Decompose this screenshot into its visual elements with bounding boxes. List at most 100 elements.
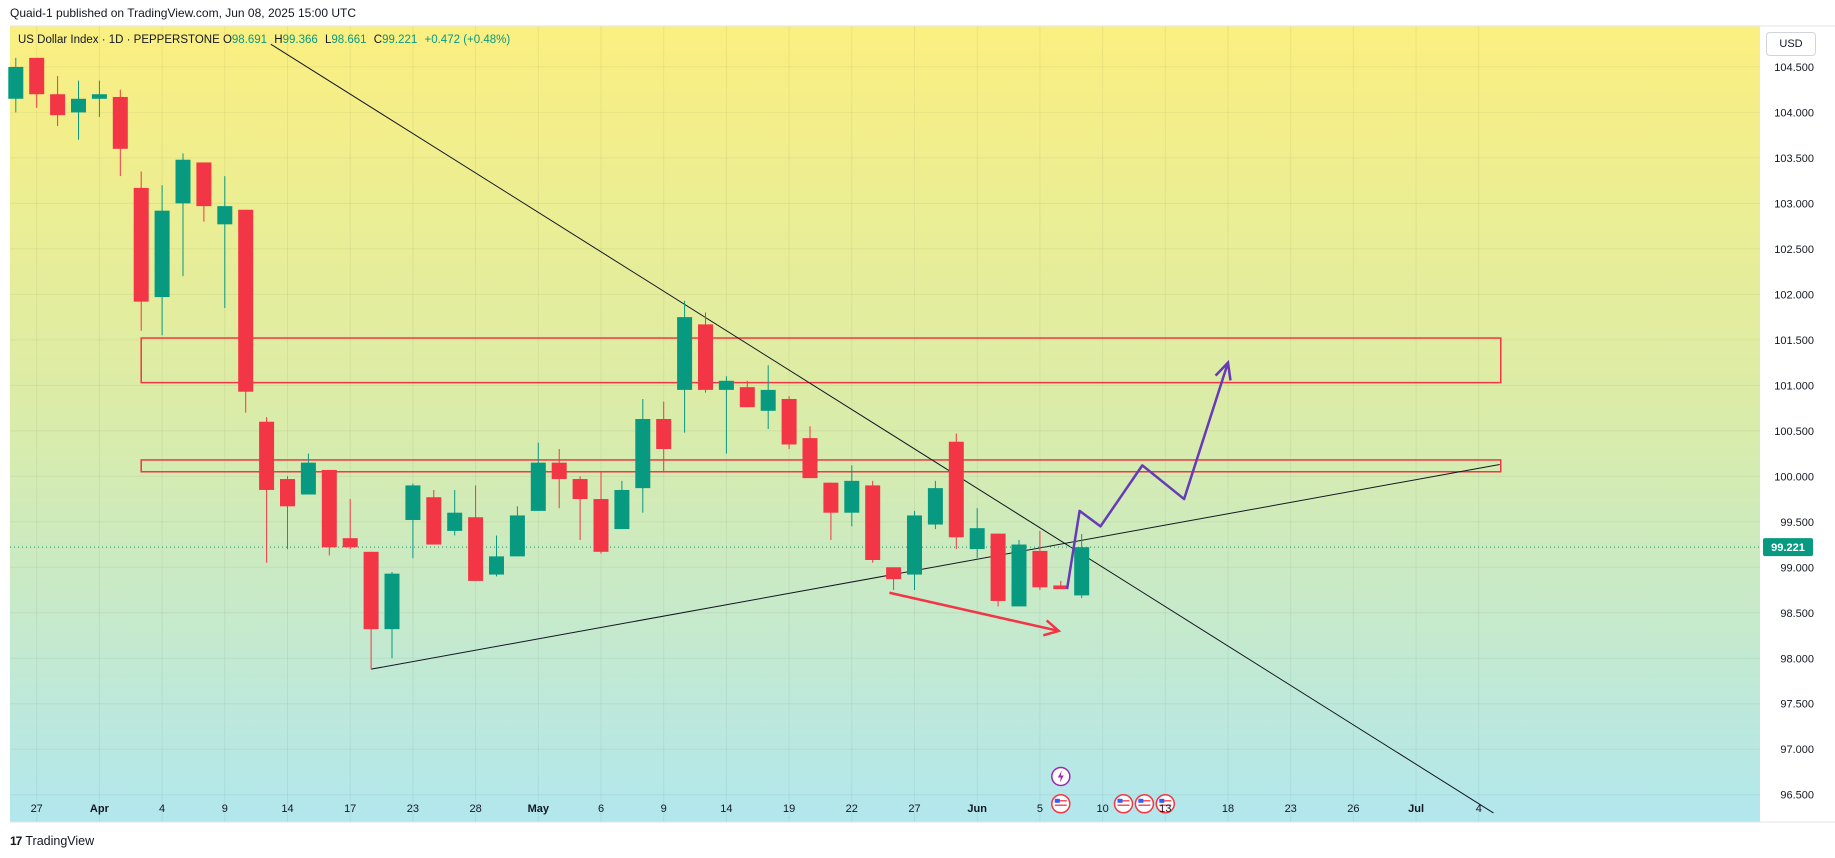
us-flag-icon[interactable] <box>1113 794 1134 814</box>
candle-body <box>489 556 504 575</box>
high-value: 99.366 <box>282 34 318 46</box>
candle-body <box>29 57 45 95</box>
candle <box>342 499 358 550</box>
open-label: O <box>222 34 232 46</box>
time-tick-label: 4 <box>159 803 165 815</box>
candle <box>927 480 943 530</box>
flag-icon-canton <box>1054 798 1060 803</box>
candle-body <box>718 380 734 390</box>
price-tick-label: 98.500 <box>1780 608 1814 620</box>
last-price-tag: 99.221 <box>1763 538 1813 557</box>
candle <box>238 209 254 413</box>
high-label: H <box>274 34 283 46</box>
candle-body <box>300 462 316 495</box>
time-tick-label: 5 <box>1037 803 1043 815</box>
price-axis[interactable]: 104.500 104.000 103.500 103.000 102.500 102.0… <box>1763 62 1814 802</box>
price-tick-label: 97.000 <box>1780 744 1814 756</box>
candle <box>614 480 630 530</box>
event-markers[interactable] <box>1051 766 1176 814</box>
us-flag-icon[interactable] <box>1134 794 1155 814</box>
symbol-header[interactable]: US Dollar Index · 1D · PEPPERSTONE O98.6… <box>18 34 514 46</box>
candle <box>760 365 776 430</box>
time-tick-label: 23 <box>1285 803 1297 815</box>
red-arrow-head <box>1042 619 1062 637</box>
price-tick-label: 102.000 <box>1774 289 1814 301</box>
grid-lines <box>10 26 1760 822</box>
flag-icon-canton <box>1159 798 1165 803</box>
last-price-tag-box <box>1763 538 1813 557</box>
close-value: 99.221 <box>382 34 418 46</box>
price-tick-label: 103.000 <box>1774 198 1814 210</box>
candle-body <box>593 499 609 552</box>
candle-body <box>133 187 149 302</box>
candle <box>29 57 45 108</box>
candle-body <box>217 206 233 225</box>
candle-body <box>614 489 630 530</box>
candle-body <box>259 421 275 490</box>
symbol-name[interactable]: US Dollar Index · 1D · PEPPERSTONE <box>18 34 220 46</box>
candle <box>196 162 212 222</box>
candle <box>50 76 66 127</box>
candle <box>112 89 128 177</box>
candle-body <box>969 528 985 550</box>
candle-body <box>990 533 1006 601</box>
candle <box>321 469 337 556</box>
candle <box>8 57 24 113</box>
time-tick-label: 28 <box>469 803 481 815</box>
us-flag-icon[interactable] <box>1051 794 1071 814</box>
price-tick-label: 100.500 <box>1774 426 1814 438</box>
price-tick-label: 99.000 <box>1780 562 1814 574</box>
candle-body <box>677 317 693 390</box>
last-price-tag-label: 99.221 <box>1771 542 1805 554</box>
price-tick-label: 104.500 <box>1774 62 1814 74</box>
candle-body <box>175 159 191 204</box>
price-tick-label: 102.500 <box>1774 244 1814 256</box>
time-tick-label: Apr <box>90 803 110 815</box>
time-tick-label: 14 <box>281 803 293 815</box>
candle-body <box>405 485 421 520</box>
candle <box>865 480 881 563</box>
flag-icon-canton <box>1117 798 1123 803</box>
price-tick-label: 101.000 <box>1774 380 1814 392</box>
trend-lines <box>270 43 1500 814</box>
candle <box>823 482 839 540</box>
candle-body <box>363 551 379 630</box>
candle-body <box>907 515 922 575</box>
candle-body <box>948 441 964 538</box>
candle-body <box>91 94 107 99</box>
candle-body <box>154 210 170 298</box>
candle <box>656 401 672 472</box>
time-tick-label: 4 <box>1476 803 1482 815</box>
resistance-zone <box>140 459 1502 473</box>
flag-icon-circle <box>1113 794 1134 814</box>
candle-body <box>447 512 463 531</box>
candle <box>259 417 275 563</box>
time-tick-label: 19 <box>783 803 795 815</box>
lightning-icon[interactable] <box>1051 766 1071 787</box>
chart-background <box>10 26 1760 822</box>
time-tick-label: 27 <box>31 803 43 815</box>
tradingview-brand: TradingView <box>25 834 95 848</box>
candle-body <box>886 567 902 580</box>
tradingview-footer[interactable]: 17 TradingView <box>10 834 94 848</box>
candle-body <box>71 98 86 113</box>
candle-body <box>635 418 651 489</box>
candle <box>718 376 734 454</box>
currency-button[interactable]: USD <box>1766 32 1816 56</box>
candle <box>781 396 797 450</box>
candle-body <box>468 517 484 581</box>
us-flag-icon[interactable] <box>1155 794 1176 814</box>
price-axis-background <box>1760 26 1835 822</box>
candle <box>91 80 107 117</box>
candle-body <box>1053 585 1069 590</box>
candle-body <box>8 66 24 99</box>
candle-body <box>196 162 212 207</box>
candle <box>175 153 191 277</box>
price-tick-label: 101.500 <box>1774 335 1814 347</box>
time-tick-label: 10 <box>1096 803 1108 815</box>
candle <box>509 506 525 557</box>
publication-info: Quaid-1 published on TradingView.com, Ju… <box>10 6 356 20</box>
candle <box>886 567 902 591</box>
time-axis[interactable]: 27 Apr 4 9 14 17 23 28 May 6 9 14 19 22 27 Jun 5 10 13 18 23… <box>31 803 1482 815</box>
